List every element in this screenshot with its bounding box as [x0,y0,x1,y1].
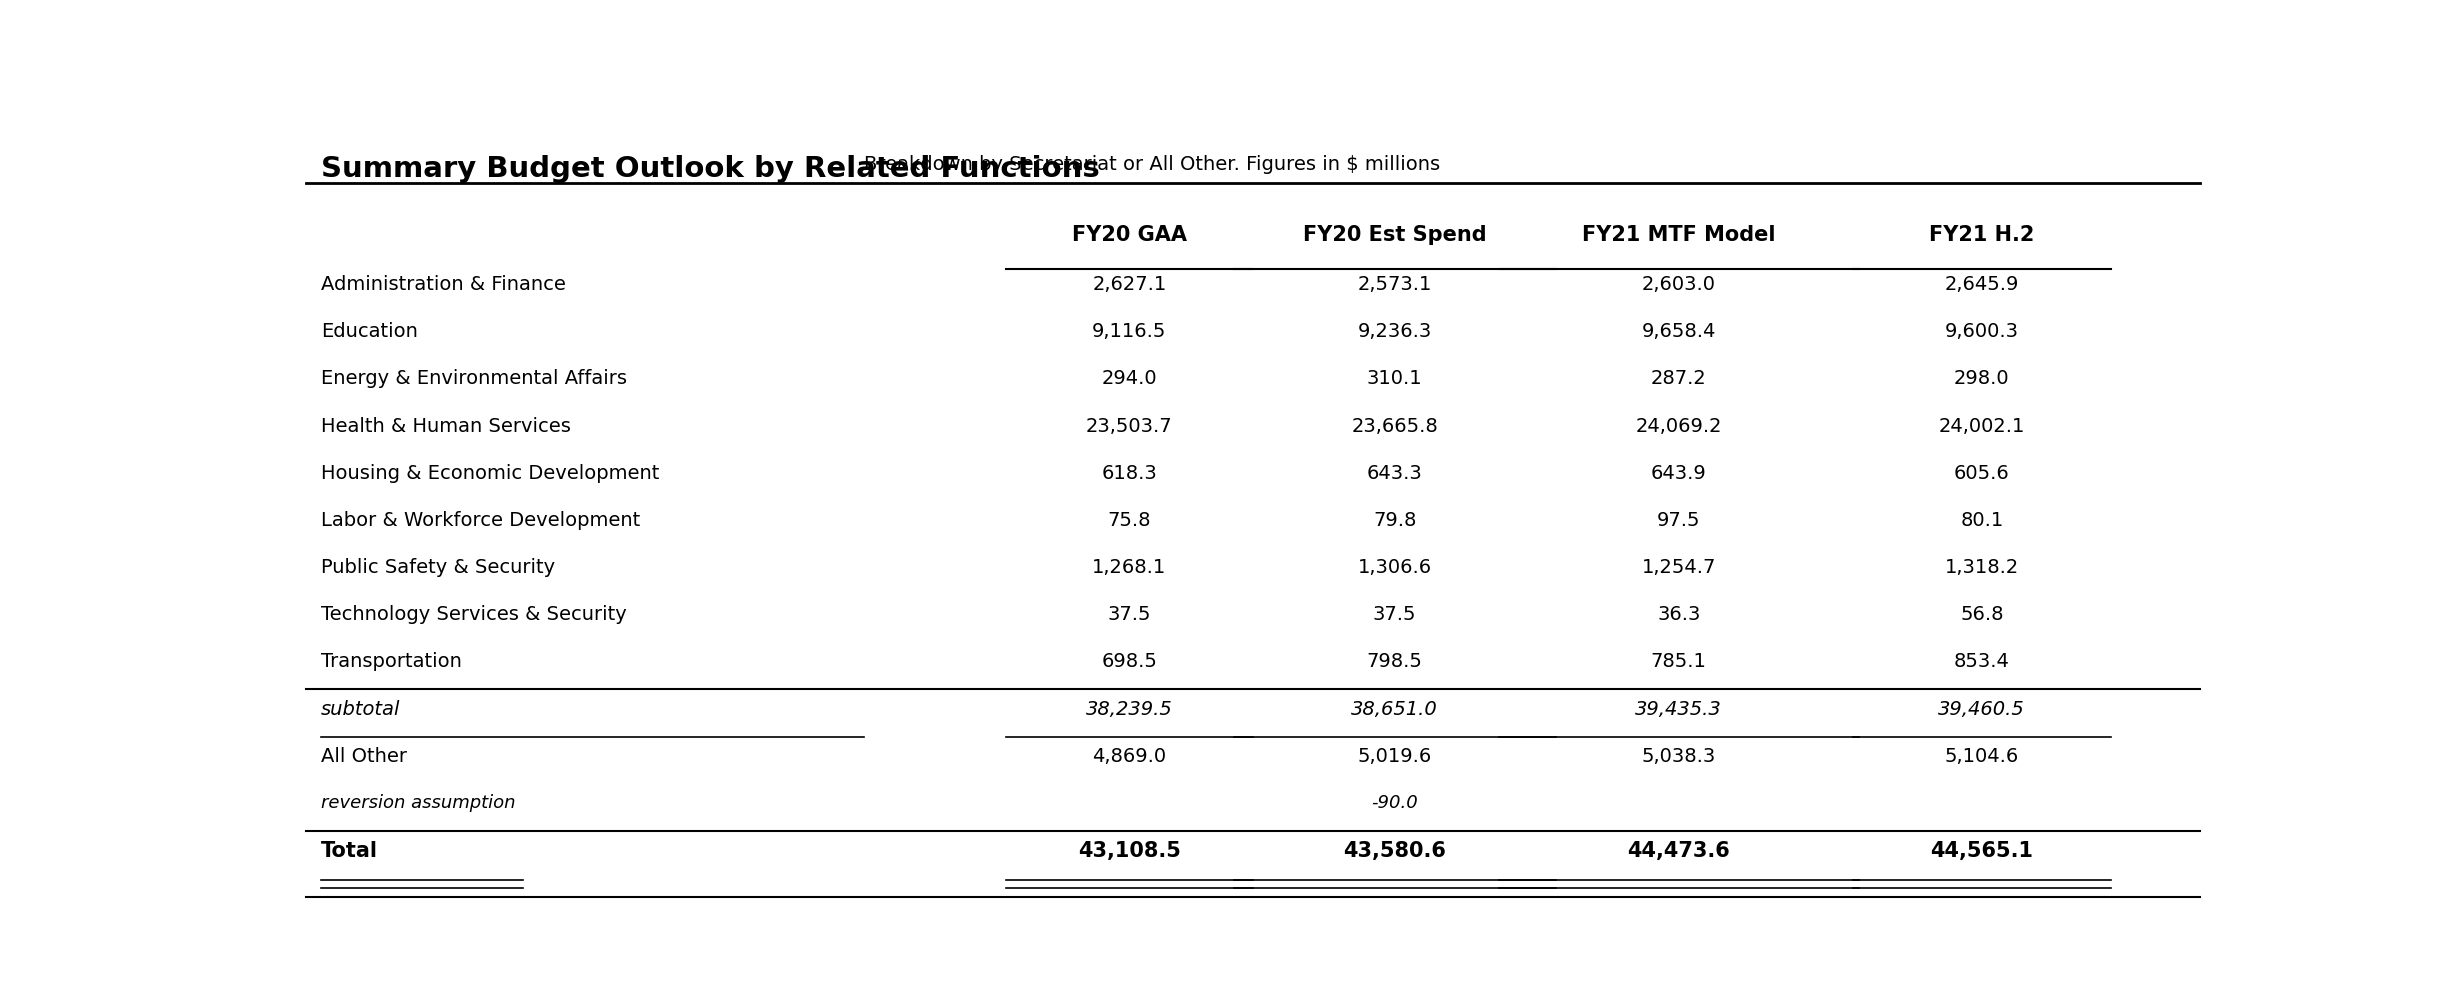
Text: 785.1: 785.1 [1650,652,1706,671]
Text: 287.2: 287.2 [1650,369,1706,388]
Text: 38,651.0: 38,651.0 [1352,699,1437,718]
Text: reversion assumption: reversion assumption [320,793,516,811]
Text: 38,239.5: 38,239.5 [1085,699,1173,718]
Text: -90.0: -90.0 [1371,793,1418,811]
Text: 37.5: 37.5 [1107,605,1151,624]
Text: Public Safety & Security: Public Safety & Security [320,558,555,577]
Text: Housing & Economic Development: Housing & Economic Development [320,463,660,482]
Text: 56.8: 56.8 [1960,605,2004,624]
Text: 80.1: 80.1 [1960,511,2004,530]
Text: 39,460.5: 39,460.5 [1938,699,2026,718]
Text: 43,580.6: 43,580.6 [1344,841,1447,861]
Text: Education: Education [320,322,418,341]
Text: Breakdown by Secretariat or All Other. Figures in $ millions: Breakdown by Secretariat or All Other. F… [865,155,1440,175]
Text: 9,236.3: 9,236.3 [1356,322,1432,341]
Text: 24,002.1: 24,002.1 [1938,416,2026,435]
Text: Labor & Workforce Development: Labor & Workforce Development [320,511,640,530]
Text: FY21 MTF Model: FY21 MTF Model [1581,225,1774,245]
Text: 2,573.1: 2,573.1 [1356,275,1432,294]
Text: 1,306.6: 1,306.6 [1356,558,1432,577]
Text: Administration & Finance: Administration & Finance [320,275,565,294]
Text: Energy & Environmental Affairs: Energy & Environmental Affairs [320,369,626,388]
Text: 1,254.7: 1,254.7 [1642,558,1716,577]
Text: 24,069.2: 24,069.2 [1635,416,1723,435]
Text: 643.3: 643.3 [1366,463,1422,482]
Text: Technology Services & Security: Technology Services & Security [320,605,626,624]
Text: 9,658.4: 9,658.4 [1642,322,1716,341]
Text: Total: Total [320,841,379,861]
Text: Summary Budget Outlook by Related Functions: Summary Budget Outlook by Related Functi… [320,155,1100,184]
Text: FY20 GAA: FY20 GAA [1073,225,1188,245]
Text: All Other: All Other [320,746,406,765]
Text: 23,503.7: 23,503.7 [1085,416,1173,435]
Text: 36.3: 36.3 [1657,605,1701,624]
Text: FY21 H.2: FY21 H.2 [1928,225,2033,245]
Text: 9,116.5: 9,116.5 [1092,322,1166,341]
Text: 43,108.5: 43,108.5 [1078,841,1180,861]
Text: 298.0: 298.0 [1953,369,2009,388]
Text: 853.4: 853.4 [1953,652,2009,671]
Text: 5,104.6: 5,104.6 [1945,746,2019,765]
Text: 605.6: 605.6 [1953,463,2009,482]
Text: 2,603.0: 2,603.0 [1642,275,1716,294]
Text: 44,565.1: 44,565.1 [1931,841,2033,861]
Text: 5,038.3: 5,038.3 [1642,746,1716,765]
Text: 643.9: 643.9 [1650,463,1706,482]
Text: 294.0: 294.0 [1102,369,1158,388]
Text: 9,600.3: 9,600.3 [1945,322,2019,341]
Text: 44,473.6: 44,473.6 [1628,841,1730,861]
Text: 75.8: 75.8 [1107,511,1151,530]
Text: FY20 Est Spend: FY20 Est Spend [1303,225,1486,245]
Text: 1,268.1: 1,268.1 [1092,558,1166,577]
Text: 97.5: 97.5 [1657,511,1701,530]
Text: 2,627.1: 2,627.1 [1092,275,1166,294]
Text: 618.3: 618.3 [1102,463,1158,482]
Text: 23,665.8: 23,665.8 [1352,416,1437,435]
Text: 2,645.9: 2,645.9 [1945,275,2019,294]
Text: 1,318.2: 1,318.2 [1945,558,2019,577]
Text: 37.5: 37.5 [1374,605,1418,624]
Text: 4,869.0: 4,869.0 [1092,746,1166,765]
Text: subtotal: subtotal [320,699,401,718]
Text: 79.8: 79.8 [1374,511,1415,530]
Text: 698.5: 698.5 [1102,652,1158,671]
Text: Health & Human Services: Health & Human Services [320,416,569,435]
Text: Transportation: Transportation [320,652,462,671]
Text: 5,019.6: 5,019.6 [1356,746,1432,765]
Text: 798.5: 798.5 [1366,652,1422,671]
Text: 39,435.3: 39,435.3 [1635,699,1723,718]
Text: 310.1: 310.1 [1366,369,1422,388]
